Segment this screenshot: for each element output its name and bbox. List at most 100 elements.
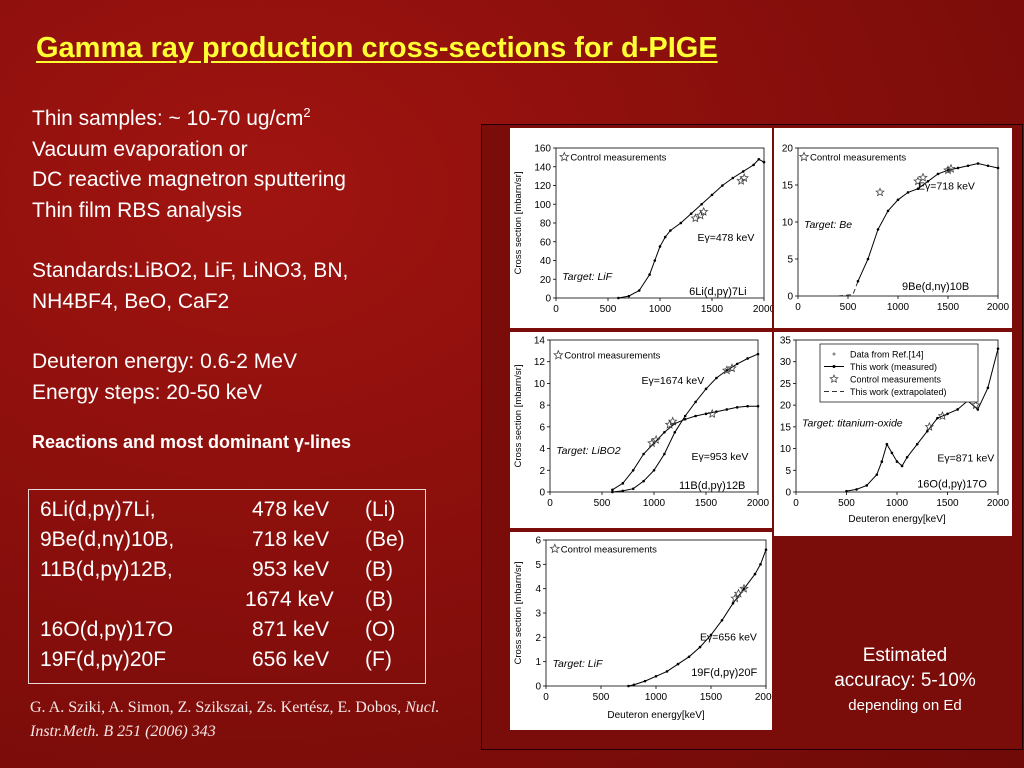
reaction-label: 16O(d,pγ)17O: [917, 478, 987, 490]
target-label: Target: Be: [804, 219, 852, 231]
control-star: [943, 165, 953, 175]
reaction-element: (B): [365, 558, 393, 581]
data-point: [976, 162, 980, 165]
legend-marker: [832, 352, 836, 356]
chart-panel-o: 0 500 1000 1500 2000 0 5 10 15 20 25 30 35 Deuteron e…: [774, 332, 1012, 536]
x-tick-label: 1000: [645, 692, 668, 703]
data-point: [709, 633, 713, 637]
y-axis-label: Cross section [mbarn/sr]: [513, 562, 524, 665]
y-tick-label: 2: [535, 633, 541, 644]
data-point: [741, 170, 745, 173]
reaction-energy: 1674 keV: [245, 588, 334, 611]
control-star: [730, 593, 740, 603]
data-point: [642, 452, 645, 456]
y-tick-label: 0: [545, 294, 551, 305]
y-tick-label: 4: [535, 584, 541, 595]
plot-area: 0 500 1000 1500 2000 0 5 10 15 20 Control measurem…: [782, 144, 1010, 314]
control-star: [667, 416, 678, 426]
y-tick-label: 0: [787, 292, 793, 303]
x-tick-label: 0: [543, 692, 549, 703]
y-tick-label: 6: [539, 422, 545, 433]
citation-authors: G. A. Sziki, A. Simon, Z. Szikszai, Zs. …: [30, 699, 402, 716]
x-tick-label: 500: [840, 302, 857, 313]
x-tick-label: 500: [594, 498, 611, 509]
data-point: [890, 451, 894, 455]
x-tick-label: 0: [793, 498, 799, 509]
x-tick-label: 0: [547, 498, 553, 509]
control-star: [739, 583, 749, 593]
data-point: [642, 479, 645, 483]
data-point: [759, 563, 762, 566]
citation: G. A. Sziki, A. Simon, Z. Szikszai, Zs. …: [30, 696, 440, 744]
target-label: Target: LiF: [562, 271, 612, 283]
x-tick-label: 500: [593, 692, 610, 703]
reaction-element: (B): [365, 588, 393, 611]
data-point: [742, 587, 746, 590]
reactions-heading: Reactions and most dominant γ-lines: [32, 432, 352, 452]
data-point: [906, 191, 910, 194]
data-point: [663, 452, 666, 456]
data-point: [916, 187, 920, 190]
data-point: [669, 229, 672, 232]
reaction-element: (Li): [365, 498, 396, 521]
data-point: [966, 164, 970, 168]
data-point: [865, 484, 868, 487]
deuteron-line: Deuteron energy: 0.6-2 MeV: [32, 350, 297, 373]
gamma-line-label-2: Eγ=953 keV: [691, 451, 748, 463]
x-tick-label: 1500: [695, 498, 718, 509]
y-tick-label: 15: [780, 422, 792, 433]
data-point: [683, 417, 687, 421]
data-point: [856, 279, 860, 283]
chart-li: 0 500 1000 1500 2000 0 20 40 60 80 100 120 140 160 Cro…: [513, 144, 776, 316]
control-star: [707, 408, 717, 418]
reaction-energy: 718 keV: [252, 528, 330, 551]
y-tick-label: 80: [540, 219, 552, 230]
data-point: [627, 684, 630, 688]
x-tick-label: 0: [795, 302, 801, 313]
y-axis-label: Cross section [mbarn/sr]: [513, 365, 524, 468]
y-tick-label: 20: [540, 275, 552, 286]
control-star: [552, 349, 564, 360]
data-point: [996, 166, 1000, 170]
y-tick-label: 10: [782, 218, 794, 229]
data-point: [663, 235, 667, 239]
legend-label: This work (extrapolated): [850, 387, 947, 397]
control-star: [647, 438, 657, 448]
target-label: Target: LiBO2: [556, 445, 621, 457]
data-point: [611, 490, 614, 494]
data-point: [885, 442, 889, 446]
data-point: [876, 228, 880, 231]
control-star: [722, 365, 732, 375]
gamma-line-label: Eγ=656 keV: [700, 632, 757, 644]
data-point: [676, 662, 680, 666]
reaction-label: 11B(d,pγ)12B: [679, 480, 745, 492]
accuracy-line-1: Estimated: [862, 645, 948, 666]
control-star: [875, 187, 885, 197]
y-tick-label: 12: [534, 357, 546, 368]
control-star: [946, 163, 956, 173]
y-tick-label: 5: [787, 255, 793, 266]
reaction-energy: 656 keV: [252, 648, 330, 671]
control-star: [651, 434, 661, 444]
reaction-name: 6Li(d,pγ)7Li,: [40, 498, 156, 521]
data-point: [762, 160, 766, 164]
data-point: [617, 296, 620, 300]
data-point: [756, 404, 760, 408]
data-point: [698, 645, 702, 649]
chart-b: 0 500 1000 1500 2000 0 2 4 6 8 10 12 14 Cross section…: [513, 336, 770, 510]
y-tick-label: 35: [780, 336, 792, 347]
reactions-table: 6Li(d,pγ)7Li, 478 keV (Li) 9Be(d,nγ)10B,…: [28, 489, 426, 684]
accuracy-note: Estimated accuracy: 5-10% depending on E…: [800, 643, 1010, 718]
data-point: [652, 468, 656, 472]
chart-panel-li: 0 500 1000 1500 2000 0 20 40 60 80 100 120 140 160 Cro…: [510, 128, 776, 328]
x-tick-label: 500: [600, 304, 617, 315]
target-label: Target: LiF: [553, 658, 603, 670]
data-point: [866, 257, 870, 261]
control-star: [937, 410, 948, 421]
data-point: [753, 572, 757, 576]
data-point: [683, 414, 687, 418]
gamma-line-label: Eγ=718 keV: [918, 180, 975, 192]
y-tick-label: 8: [539, 401, 545, 412]
y-tick-label: 2: [539, 466, 545, 477]
data-point: [673, 430, 677, 434]
